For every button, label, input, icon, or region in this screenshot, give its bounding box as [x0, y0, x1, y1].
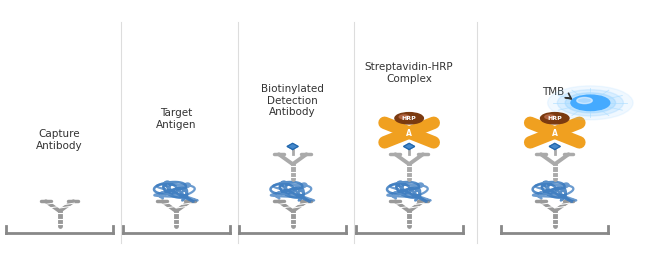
Text: Streptavidin-HRP
Complex: Streptavidin-HRP Complex	[365, 62, 454, 84]
Polygon shape	[287, 143, 298, 150]
Text: HRP: HRP	[547, 116, 562, 121]
Circle shape	[565, 93, 616, 113]
Polygon shape	[549, 143, 560, 150]
Text: HRP: HRP	[402, 116, 417, 121]
Circle shape	[571, 95, 610, 110]
Text: Capture
Antibody: Capture Antibody	[36, 129, 83, 151]
Text: A: A	[552, 129, 558, 138]
Polygon shape	[404, 143, 415, 150]
Circle shape	[541, 113, 569, 124]
Circle shape	[548, 86, 633, 120]
Text: TMB: TMB	[541, 87, 564, 97]
Circle shape	[395, 113, 423, 124]
Circle shape	[577, 98, 592, 103]
Circle shape	[557, 90, 623, 116]
Text: Target
Antigen: Target Antigen	[156, 108, 196, 130]
Text: A: A	[406, 129, 412, 138]
Circle shape	[399, 115, 409, 119]
Text: Biotinylated
Detection
Antibody: Biotinylated Detection Antibody	[261, 84, 324, 117]
Circle shape	[545, 115, 554, 119]
